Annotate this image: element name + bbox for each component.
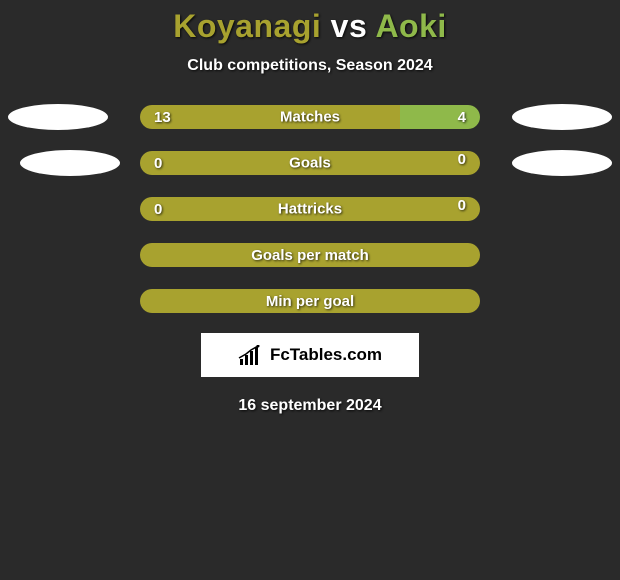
stat-bar: 13 4 Matches [140, 105, 480, 129]
stat-label: Goals [289, 155, 331, 172]
stat-bar-single: Min per goal [140, 289, 480, 313]
stat-row: 0 0 Hattricks [0, 197, 620, 221]
stat-label: Hattricks [278, 201, 342, 218]
stat-row: Min per goal [0, 289, 620, 313]
stat-bar-right: 4 [400, 105, 480, 129]
vs-text: vs [331, 8, 368, 44]
subtitle: Club competitions, Season 2024 [0, 57, 620, 75]
stat-bar-single: Goals per match [140, 243, 480, 267]
stat-row: 13 4 Matches [0, 105, 620, 129]
stat-bar: 0 0 Goals [140, 151, 480, 175]
flag-ellipse-left [8, 104, 108, 130]
bar-chart-icon [238, 345, 264, 365]
flag-ellipse-right [512, 104, 612, 130]
stat-value-left: 0 [154, 155, 162, 172]
stat-label: Matches [280, 109, 340, 126]
stat-label: Min per goal [266, 293, 354, 310]
stats-rows: 13 4 Matches 0 0 Goals 0 0 Hattricks Goals per ma… [0, 105, 620, 313]
page-title: Koyanagi vs Aoki [0, 8, 620, 45]
flag-ellipse-right [512, 150, 612, 176]
branding-badge[interactable]: FcTables.com [201, 333, 419, 377]
branding-text: FcTables.com [270, 345, 382, 365]
stat-value-right: 4 [458, 109, 466, 126]
stat-bar-left: 13 [140, 105, 400, 129]
stat-row: 0 0 Goals [0, 151, 620, 175]
stats-comparison-card: Koyanagi vs Aoki Club competitions, Seas… [0, 0, 620, 580]
player2-name: Aoki [375, 8, 446, 44]
stat-value-right: 0 [458, 151, 466, 168]
player1-name: Koyanagi [173, 8, 321, 44]
stat-value-right: 0 [458, 197, 466, 214]
stat-label: Goals per match [251, 247, 369, 264]
stat-value-left: 0 [154, 201, 162, 218]
stat-value-left: 13 [154, 109, 171, 126]
stat-row: Goals per match [0, 243, 620, 267]
stat-bar: 0 0 Hattricks [140, 197, 480, 221]
date-text: 16 september 2024 [0, 397, 620, 415]
flag-ellipse-left [20, 150, 120, 176]
